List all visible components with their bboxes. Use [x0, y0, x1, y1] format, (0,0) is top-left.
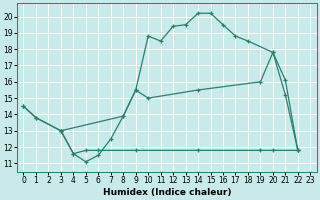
X-axis label: Humidex (Indice chaleur): Humidex (Indice chaleur) [103, 188, 231, 197]
